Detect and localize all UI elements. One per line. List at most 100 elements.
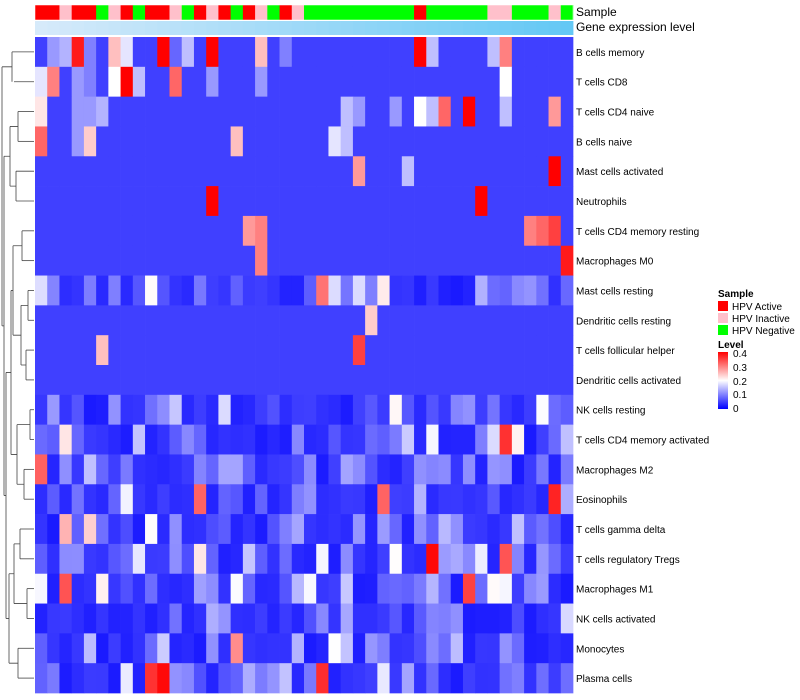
heatmap-cell <box>230 633 244 664</box>
sample-annotation-cell <box>548 5 562 20</box>
heatmap-cell <box>450 96 464 127</box>
heatmap-cell <box>499 603 513 634</box>
heatmap-cell <box>499 335 513 366</box>
legend-label-hpv-negative: HPV Negative <box>732 326 795 337</box>
heatmap-cell <box>389 156 403 187</box>
sample-annotation-cell <box>462 5 476 20</box>
heatmap-cell <box>132 603 146 634</box>
heatmap-cell <box>83 394 97 425</box>
heatmap-cell <box>524 573 537 604</box>
level-tick-0.4: 0.4 <box>733 349 747 360</box>
heatmap-cell <box>487 275 500 306</box>
heatmap-cell <box>365 365 378 396</box>
heatmap-cell <box>169 186 183 217</box>
heatmap-cell <box>132 215 146 247</box>
heatmap-cell <box>255 96 268 127</box>
heatmap-cell <box>145 186 158 217</box>
heatmap-cell <box>255 394 268 425</box>
heatmap-cell <box>536 305 549 336</box>
row-label: Monocytes <box>576 644 624 655</box>
heatmap-cell <box>218 394 231 425</box>
heatmap-cell <box>181 543 195 575</box>
heatmap-cell <box>462 96 476 127</box>
heatmap-cell <box>108 96 121 127</box>
heatmap-cell <box>206 603 219 634</box>
heatmap-cell <box>548 186 562 217</box>
sample-annotation-cell <box>426 5 439 20</box>
heatmap-cell <box>35 66 48 97</box>
heatmap-cell <box>120 484 134 515</box>
heatmap-cell <box>450 514 464 545</box>
heatmap-cell <box>414 514 427 545</box>
heatmap-cell <box>279 305 293 336</box>
heatmap-cell <box>218 424 231 455</box>
heatmap-cell <box>511 543 525 575</box>
heatmap-cell <box>230 126 244 157</box>
heatmap-cell <box>316 603 329 634</box>
heatmap-cell <box>487 245 500 276</box>
heatmap-cell <box>83 365 97 396</box>
heatmap-cell <box>47 66 60 97</box>
heatmap-cell <box>414 305 427 336</box>
heatmap-cell <box>218 633 231 664</box>
heatmap-cell <box>47 96 60 127</box>
heatmap-cell <box>206 543 219 575</box>
sample-annotation-cell <box>169 5 183 20</box>
heatmap-cell <box>487 126 500 157</box>
heatmap-cell <box>71 156 85 187</box>
heatmap-cell <box>145 96 158 127</box>
heatmap-cell <box>450 663 464 694</box>
heatmap-cell <box>108 394 121 425</box>
heatmap-cell <box>83 573 97 604</box>
heatmap-cell <box>206 365 219 396</box>
heatmap-cell <box>524 186 537 217</box>
heatmap-cell <box>487 305 500 336</box>
expression-annotation-cell <box>120 21 134 35</box>
heatmap-cell <box>560 663 574 694</box>
heatmap-cell <box>316 66 329 97</box>
heatmap-cell <box>401 215 415 247</box>
heatmap-cell <box>352 603 366 634</box>
heatmap-cell <box>377 335 390 366</box>
heatmap-cell <box>304 66 317 97</box>
heatmap-cell <box>35 573 48 604</box>
heatmap-cell <box>499 156 513 187</box>
heatmap-cell <box>426 245 439 276</box>
heatmap-cell <box>536 514 549 545</box>
heatmap-cell <box>120 543 134 575</box>
heatmap-cell <box>316 156 329 187</box>
heatmap-cell <box>83 156 97 187</box>
heatmap-cell <box>524 484 537 515</box>
heatmap-cell <box>145 603 158 634</box>
heatmap-cell <box>499 573 513 604</box>
heatmap-cell <box>340 245 354 276</box>
expression-annotation-cell <box>401 21 415 35</box>
heatmap-cell <box>499 663 513 694</box>
heatmap-cell <box>120 365 134 396</box>
heatmap-cell <box>169 365 183 396</box>
heatmap-cell <box>108 66 121 97</box>
heatmap-cell <box>71 245 85 276</box>
heatmap-cell <box>267 365 280 396</box>
heatmap-cell <box>365 335 378 366</box>
heatmap-cell <box>206 215 219 247</box>
heatmap-cell <box>536 186 549 217</box>
expression-annotation-cell <box>524 21 537 35</box>
heatmap-cell <box>218 66 231 97</box>
heatmap-cell <box>511 96 525 127</box>
heatmap-cell <box>145 543 158 575</box>
heatmap-cell <box>47 663 60 694</box>
heatmap-cell <box>291 275 305 306</box>
heatmap-cell <box>511 394 525 425</box>
heatmap-cell <box>462 215 476 247</box>
legend-swatch-hpv-active <box>718 301 728 311</box>
heatmap-cell <box>450 603 464 634</box>
heatmap-cell <box>548 663 562 694</box>
heatmap-cell <box>59 96 73 127</box>
heatmap-cell <box>304 454 317 485</box>
heatmap-cell <box>35 335 48 366</box>
heatmap-cell <box>108 335 121 366</box>
heatmap-cell <box>352 66 366 97</box>
expression-annotation-cell <box>157 21 170 35</box>
sample-annotation-cell <box>511 5 525 20</box>
